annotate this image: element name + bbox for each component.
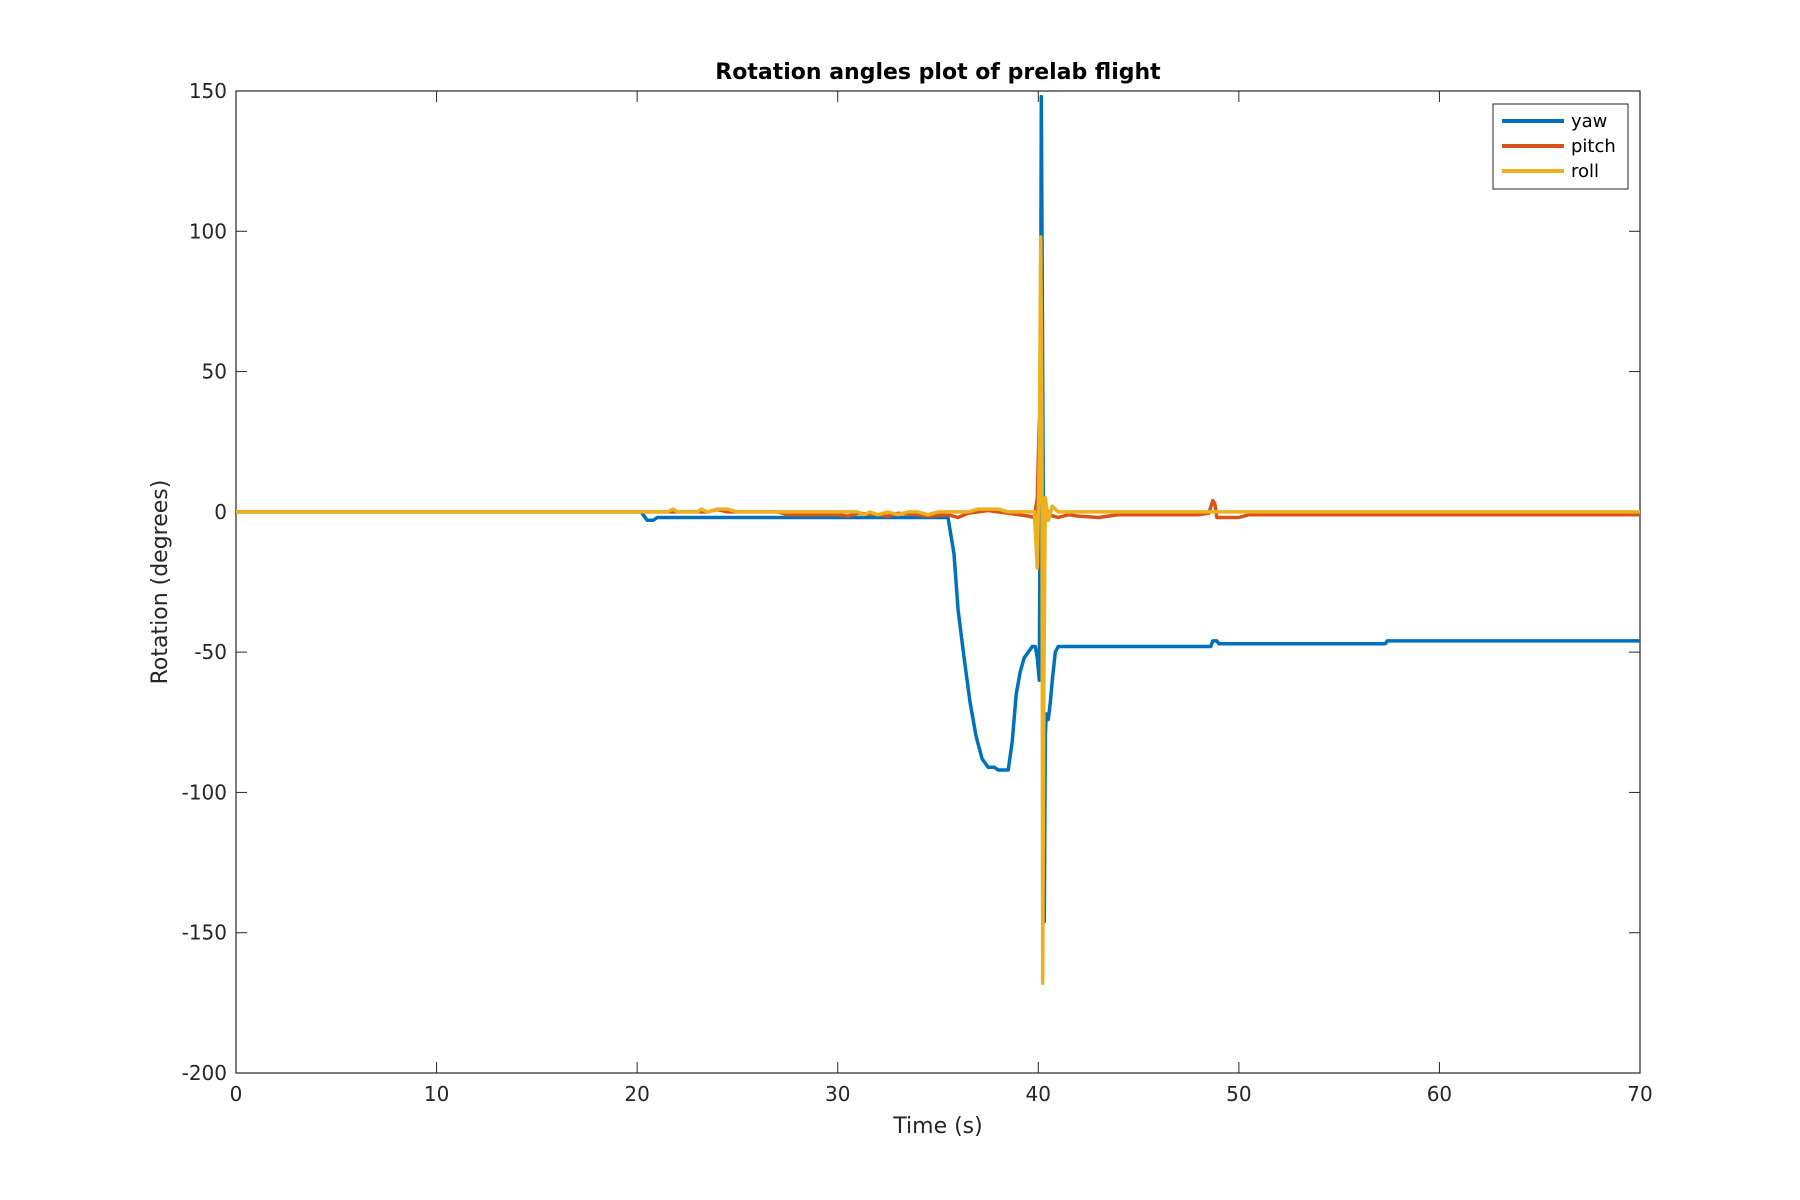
- y-tick-label: -150: [182, 921, 227, 945]
- y-tick-label: 100: [189, 219, 227, 243]
- series-line-roll: [236, 235, 1640, 985]
- y-tick-label: 150: [189, 79, 227, 103]
- y-tick-label: 0: [214, 500, 227, 524]
- y-tick-label: 50: [202, 360, 227, 384]
- legend-label-pitch: pitch: [1571, 136, 1616, 157]
- y-tick-label: -200: [182, 1061, 227, 1085]
- x-tick-label: 0: [230, 1082, 243, 1106]
- x-tick-label: 30: [825, 1082, 850, 1106]
- x-axis-label: Time (s): [892, 1114, 982, 1139]
- x-tick-label: 20: [624, 1082, 649, 1106]
- x-tick-label: 60: [1427, 1082, 1452, 1106]
- series-line-yaw: [236, 94, 1640, 924]
- y-tick-label: -50: [194, 640, 227, 664]
- chart-title: Rotation angles plot of prelab flight: [715, 60, 1161, 85]
- series-line-pitch: [236, 417, 1640, 520]
- x-tick-label: 50: [1226, 1082, 1251, 1106]
- axis-ticks: 0 10 20 30 40 50 60 70 150 100 50 0 -50 -100 -150 -200: [182, 79, 1653, 1106]
- x-tick-label: 70: [1627, 1082, 1652, 1106]
- series-lines: [236, 94, 1640, 985]
- legend: yaw pitch roll: [1492, 103, 1629, 190]
- y-tick-label: -100: [182, 780, 227, 804]
- x-tick-label: 40: [1026, 1082, 1051, 1106]
- y-axis-label: Rotation (degrees): [148, 480, 173, 685]
- legend-label-roll: roll: [1571, 161, 1599, 182]
- legend-label-yaw: yaw: [1571, 111, 1607, 132]
- plot-area: [235, 90, 1641, 1074]
- x-tick-label: 10: [424, 1082, 449, 1106]
